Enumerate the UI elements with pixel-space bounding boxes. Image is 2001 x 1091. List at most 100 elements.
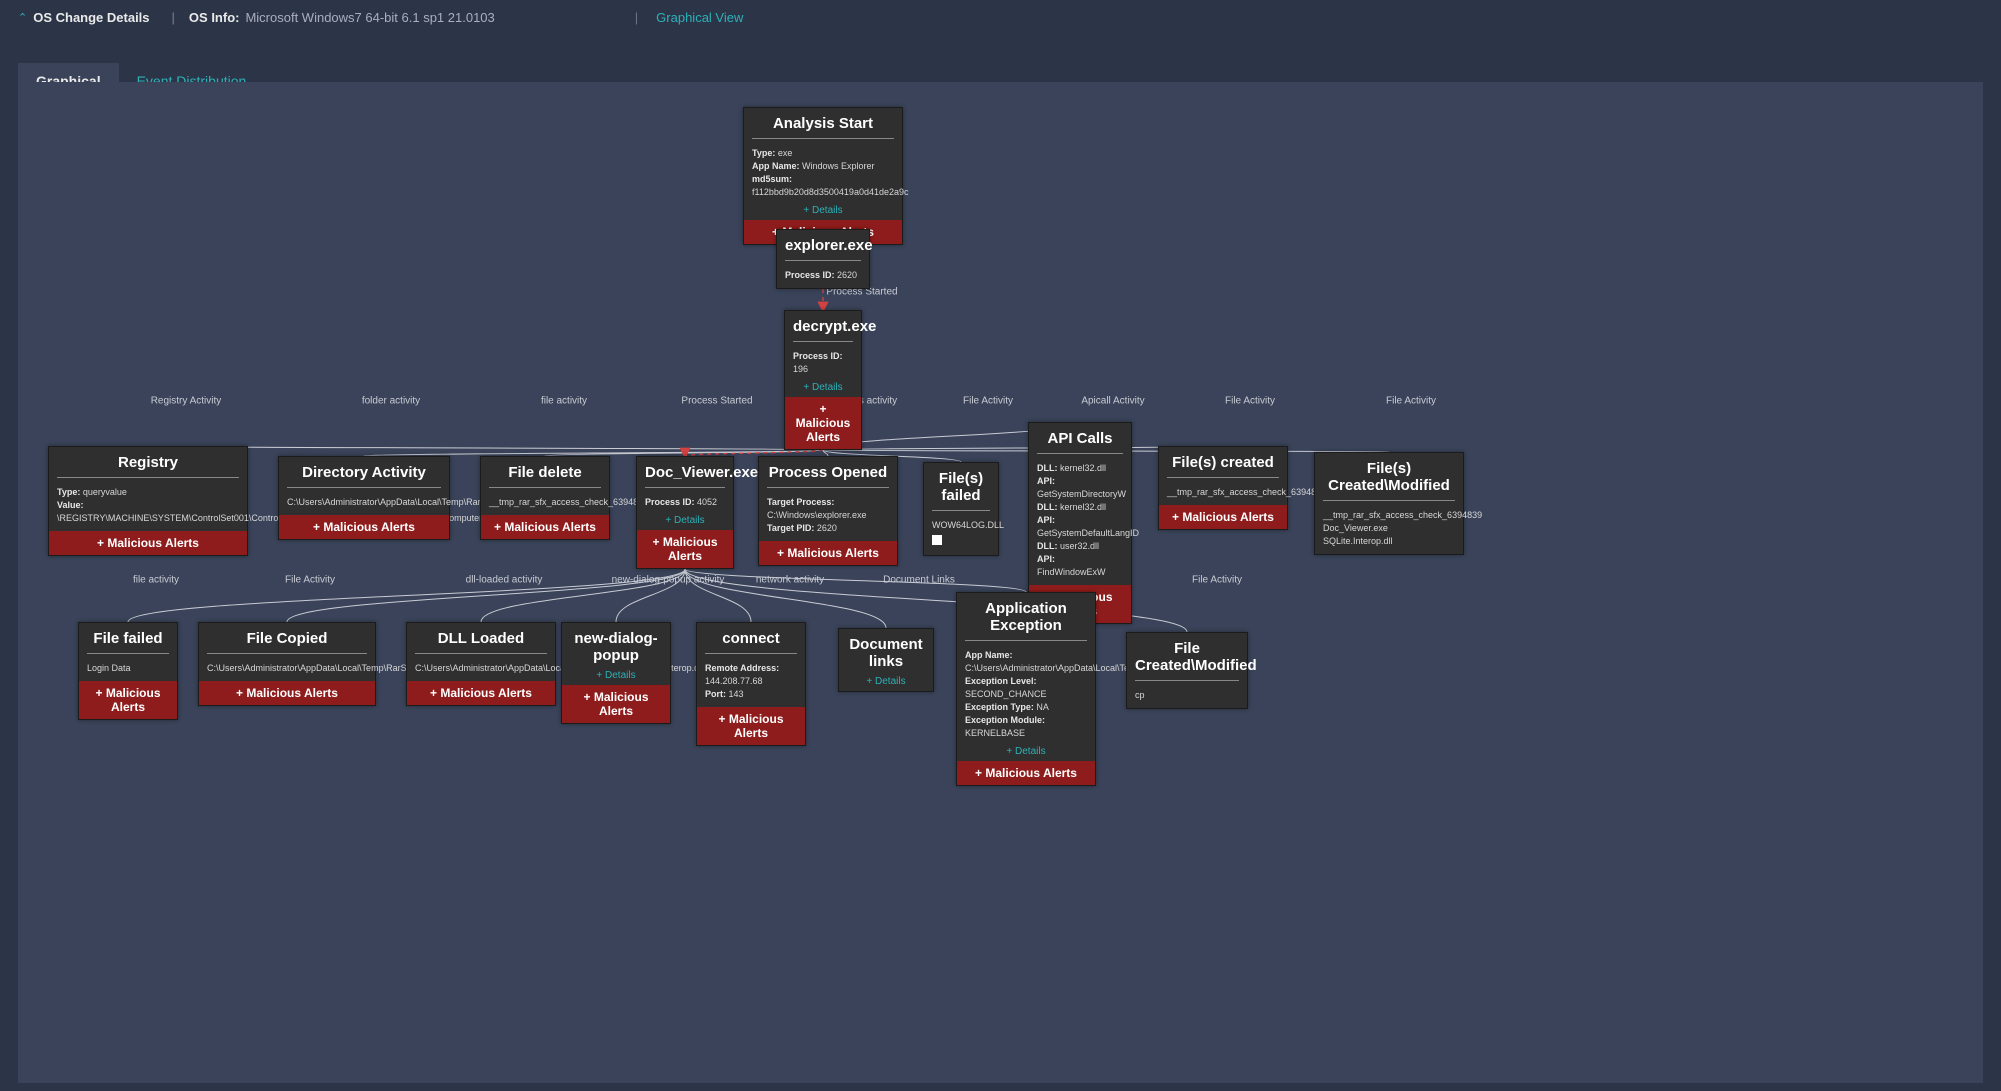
malicious-alerts-button[interactable]: + Malicious Alerts [481, 515, 609, 539]
node-body: Login Data [79, 658, 177, 681]
details-link[interactable]: + Details [562, 670, 670, 685]
node-files-failed[interactable]: File(s) failed WOW64LOG.DLL [923, 462, 999, 556]
details-link[interactable]: + Details [637, 515, 733, 530]
node-connect[interactable]: connect Remote Address: 144.208.77.68Port… [696, 622, 806, 746]
node-body: App Name: C:\Users\Administrator\AppData… [957, 645, 1095, 746]
divider: | [635, 10, 638, 25]
edge-label: new-dialog-popup activity [612, 575, 725, 586]
edge-label: File Activity [285, 575, 335, 586]
node-body: cp [1127, 685, 1247, 708]
node-body: Process ID: 196 [785, 346, 861, 382]
malicious-alerts-button[interactable]: + Malicious Alerts [1159, 505, 1287, 529]
node-title: File(s) Created\Modified [1315, 453, 1463, 500]
node-title: File Created\Modified [1127, 633, 1247, 680]
node-body: C:\Users\Administrator\AppData\Local\Tem… [407, 658, 555, 681]
node-title: File delete [481, 457, 609, 487]
node-title: new-dialog-popup [562, 623, 670, 670]
node-title: File(s) created [1159, 447, 1287, 477]
node-analysis-start[interactable]: Analysis Start Type: exeApp Name: Windows… [743, 107, 903, 245]
edge-label: File Activity [1225, 396, 1275, 407]
divider: | [172, 10, 175, 25]
node-dll-loaded[interactable]: DLL Loaded C:\Users\Administrator\AppData… [406, 622, 556, 706]
edge-label: dll-loaded activity [466, 575, 543, 586]
malicious-alerts-button[interactable]: + Malicious Alerts [637, 530, 733, 568]
node-title: File Copied [199, 623, 375, 653]
node-title: Application Exception [957, 593, 1095, 640]
node-title: File(s) failed [924, 463, 998, 510]
node-title: API Calls [1029, 423, 1131, 453]
os-info-value: Microsoft Windows7 64-bit 6.1 sp1 21.010… [245, 10, 494, 25]
edge-label: Registry Activity [151, 396, 222, 407]
node-title: File failed [79, 623, 177, 653]
details-link[interactable]: + Details [785, 382, 861, 397]
node-registry[interactable]: Registry Type: queryvalueValue: \REGISTRY… [48, 446, 248, 556]
details-link[interactable]: + Details [744, 205, 902, 220]
edge-label: Process Started [681, 396, 752, 407]
node-title: connect [697, 623, 805, 653]
edge-label: File Activity [1192, 575, 1242, 586]
edge-label: Document Links [883, 575, 955, 586]
node-body: Target Process: C:\Windows\explorer.exeT… [759, 492, 897, 541]
node-title: DLL Loaded [407, 623, 555, 653]
edge-label: folder activity [362, 396, 420, 407]
graphical-view-link[interactable]: Graphical View [656, 10, 743, 25]
section-title: OS Change Details [33, 10, 149, 25]
node-body: C:\Users\Administrator\AppData\Local\Tem… [279, 492, 449, 515]
node-file-failed2[interactable]: File failed Login Data+ Malicious Alerts [78, 622, 178, 720]
node-body: Type: queryvalueValue: \REGISTRY\MACHINE… [49, 482, 247, 531]
malicious-alerts-button[interactable]: + Malicious Alerts [785, 397, 861, 449]
node-body: DLL: kernel32.dllAPI: GetSystemDirectory… [1029, 458, 1131, 585]
node-title: Doc_Viewer.exe [637, 457, 733, 487]
node-body: Remote Address: 144.208.77.68Port: 143 [697, 658, 805, 707]
malicious-alerts-button[interactable]: + Malicious Alerts [79, 681, 177, 719]
node-app-exception[interactable]: Application Exception App Name: C:\Users\… [956, 592, 1096, 786]
node-process-opened[interactable]: Process Opened Target Process: C:\Windows… [758, 456, 898, 566]
malicious-alerts-button[interactable]: + Malicious Alerts [562, 685, 670, 723]
node-files-created[interactable]: File(s) created __tmp_rar_sfx_access_chec… [1158, 446, 1288, 530]
malicious-alerts-button[interactable]: + Malicious Alerts [199, 681, 375, 705]
top-bar: ⌃ OS Change Details | OS Info: Microsoft… [0, 0, 2001, 35]
node-file-copied[interactable]: File Copied C:\Users\Administrator\AppDat… [198, 622, 376, 706]
node-doc-links[interactable]: Document links+ Details [838, 628, 934, 692]
malicious-alerts-button[interactable]: + Malicious Alerts [279, 515, 449, 539]
node-body: C:\Users\Administrator\AppData\Local\Tem… [199, 658, 375, 681]
details-link[interactable]: + Details [839, 676, 933, 691]
details-link[interactable]: + Details [957, 746, 1095, 761]
malicious-alerts-button[interactable]: + Malicious Alerts [759, 541, 897, 565]
edge-label: network activity [756, 575, 824, 586]
node-decrypt[interactable]: decrypt.exe Process ID: 196+ Details+ Mal… [784, 310, 862, 450]
node-body: Process ID: 2620 [777, 265, 869, 288]
status-square-icon [932, 535, 942, 545]
node-title: Process Opened [759, 457, 897, 487]
node-body: __tmp_rar_sfx_access_check_6394839 [481, 492, 609, 515]
node-body: Type: exeApp Name: Windows Explorermd5su… [744, 143, 902, 205]
node-body: __tmp_rar_sfx_access_check_6394839Doc_Vi… [1315, 505, 1463, 554]
node-body: __tmp_rar_sfx_access_check_6394839 [1159, 482, 1287, 505]
os-info-label: OS Info: [189, 10, 240, 25]
node-doc-viewer[interactable]: Doc_Viewer.exe Process ID: 4052+ Details+… [636, 456, 734, 569]
node-file-delete[interactable]: File delete __tmp_rar_sfx_access_check_63… [480, 456, 610, 540]
node-explorer[interactable]: explorer.exe Process ID: 2620 [776, 229, 870, 289]
node-title: Registry [49, 447, 247, 477]
malicious-alerts-button[interactable]: + Malicious Alerts [407, 681, 555, 705]
node-file-created-mod2[interactable]: File Created\Modified cp [1126, 632, 1248, 709]
node-body: WOW64LOG.DLL [924, 515, 998, 555]
edge-label: File Activity [1386, 396, 1436, 407]
collapse-chevron-icon[interactable]: ⌃ [18, 11, 27, 24]
malicious-alerts-button[interactable]: + Malicious Alerts [957, 761, 1095, 785]
node-body: Process ID: 4052 [637, 492, 733, 515]
node-files-created-mod[interactable]: File(s) Created\Modified __tmp_rar_sfx_ac… [1314, 452, 1464, 555]
malicious-alerts-button[interactable]: + Malicious Alerts [697, 707, 805, 745]
node-directory[interactable]: Directory Activity C:\Users\Administrator… [278, 456, 450, 540]
edge-label: File Activity [963, 396, 1013, 407]
node-title: explorer.exe [777, 230, 869, 260]
node-new-dialog[interactable]: new-dialog-popup+ Details+ Malicious Ale… [561, 622, 671, 724]
node-title: Directory Activity [279, 457, 449, 487]
node-title: Document links [839, 629, 933, 676]
edge-label: file activity [133, 575, 179, 586]
node-title: decrypt.exe [785, 311, 861, 341]
node-title: Analysis Start [744, 108, 902, 138]
malicious-alerts-button[interactable]: + Malicious Alerts [49, 531, 247, 555]
edge-label: file activity [541, 396, 587, 407]
graph-canvas[interactable]: Process Started Registry Activity folder a… [18, 82, 1983, 1083]
